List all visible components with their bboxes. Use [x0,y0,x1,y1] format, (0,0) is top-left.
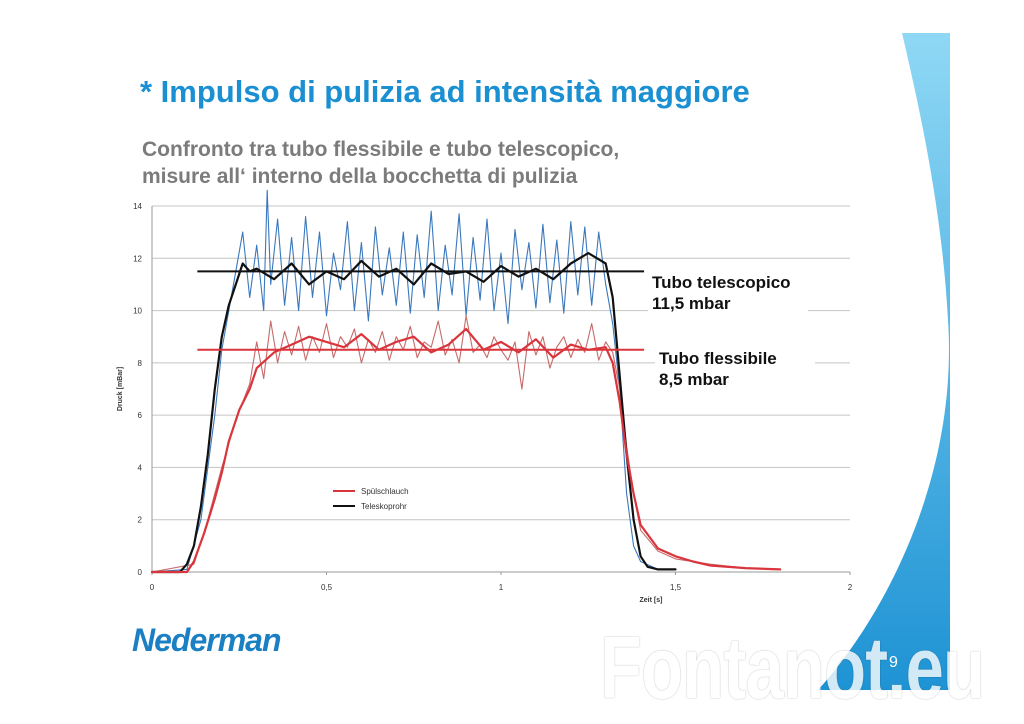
nederman-logo: Nederman [132,622,281,658]
reference-label-bg-1 [655,348,815,394]
x-tick-label-0: 0 [150,583,155,592]
wave-shape [818,33,950,690]
watermark: Fontanot.eu [600,618,985,717]
reference-label-1-line-1: 8,5 mbar [659,370,729,389]
y-tick-label-4: 8 [138,359,143,368]
reference-label-1-line-0: Tubo flessibile [659,349,777,368]
y-axis-title: Druck [mBar] [117,367,124,411]
x-tick-label-4: 2 [848,583,853,592]
page-number: 9 [889,654,898,671]
slide-title: * Impulso di pulizia ad intensità maggio… [140,74,750,109]
x-tick-label-3: 1,5 [670,583,682,592]
series-line-1 [150,327,782,574]
y-tick-label-5: 10 [133,307,142,316]
subtitle-line-2: misure all‘ interno della bocchetta di p… [142,165,578,188]
series-line-0 [150,252,677,574]
reference-label-0-line-0: Tubo telescopico [652,273,791,292]
y-tick-label-3: 6 [138,411,143,420]
slide-subtitle: Confronto tra tubo flessibile e tubo tel… [142,136,619,190]
x-tick-label-2: 1 [499,583,504,592]
series-line-2 [151,189,677,573]
subtitle-line-1: Confronto tra tubo flessibile e tubo tel… [142,138,620,161]
legend-label-1: Teleskoprohr [361,502,407,511]
x-tick-label-1: 0,5 [321,583,333,592]
reference-label-bg-0 [648,272,808,318]
x-axis-title: Zeit [s] [640,597,663,604]
y-tick-label-7: 14 [133,202,142,211]
y-tick-label-6: 12 [133,254,142,263]
series-line-3 [151,315,781,573]
y-tick-label-2: 4 [138,463,143,472]
y-tick-label-0: 0 [138,568,143,577]
y-tick-label-1: 2 [138,516,143,525]
reference-label-0-line-1: 11,5 mbar [652,294,731,313]
legend-label-0: Spülschlauch [361,487,409,496]
